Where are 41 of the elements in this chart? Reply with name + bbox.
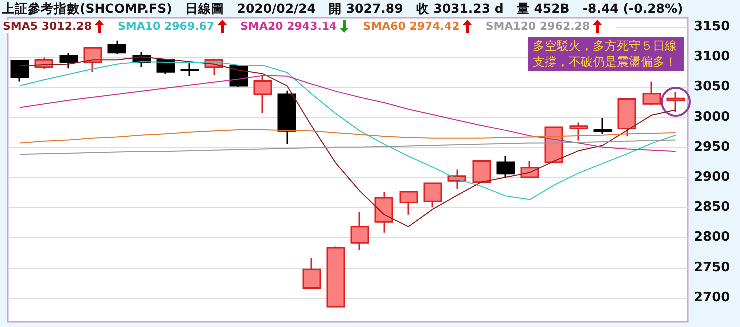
y-tick-label: 2900 bbox=[694, 170, 730, 186]
y-tick-label: 2700 bbox=[694, 290, 730, 306]
candlestick bbox=[108, 40, 126, 55]
candlestick bbox=[302, 257, 322, 290]
candlestick bbox=[520, 160, 540, 179]
y-tick-label: 3100 bbox=[694, 50, 730, 65]
candlestick bbox=[618, 98, 636, 138]
candlestick bbox=[10, 60, 30, 83]
y-tick-label: 2950 bbox=[694, 140, 730, 155]
y-tick-label: 3000 bbox=[694, 110, 730, 125]
y-tick-label: 2800 bbox=[694, 230, 730, 246]
text: SMA5 3012.28 bbox=[3, 20, 92, 33]
candlestick bbox=[424, 182, 442, 208]
annotation: 多空駁火，多方死守５日線支撐，不破仍是震盪偏多！ bbox=[528, 37, 684, 71]
candlestick bbox=[278, 90, 296, 146]
candlestick bbox=[472, 160, 492, 184]
candlestick bbox=[326, 246, 346, 308]
candlestick bbox=[666, 91, 686, 114]
text: SMA120 2962.28 bbox=[486, 20, 590, 33]
candlestick bbox=[400, 190, 418, 216]
line-series bbox=[20, 140, 676, 156]
candlestick bbox=[594, 118, 612, 135]
candlestick bbox=[60, 52, 78, 70]
candlestick bbox=[84, 47, 102, 73]
chart-title: 上証參考指數(SHCOMP.FS) 日線圖 2020/02/24 開 3027.89 收 3031.23 d 量 452B -8.44 (-0.28%) bbox=[2, 0, 684, 18]
y-tick-label: 2850 bbox=[694, 200, 730, 216]
text: SMA20 2943.14 bbox=[240, 20, 338, 33]
text: SMA60 2974.42 bbox=[363, 20, 460, 33]
candlestick bbox=[642, 81, 662, 106]
candlestick bbox=[496, 156, 516, 179]
line-series bbox=[20, 129, 676, 144]
y-tick-label: 2750 bbox=[694, 260, 730, 276]
text: SMA10 2969.67 bbox=[118, 20, 215, 33]
y-tick-label: 3050 bbox=[694, 80, 730, 95]
candlestick bbox=[180, 62, 200, 78]
candlestick bbox=[570, 122, 588, 142]
candlestick bbox=[254, 74, 272, 114]
y-tick-label: 3150 bbox=[694, 20, 730, 35]
candlestick bbox=[350, 212, 370, 252]
line-series bbox=[20, 75, 676, 152]
candlestick bbox=[374, 191, 394, 234]
